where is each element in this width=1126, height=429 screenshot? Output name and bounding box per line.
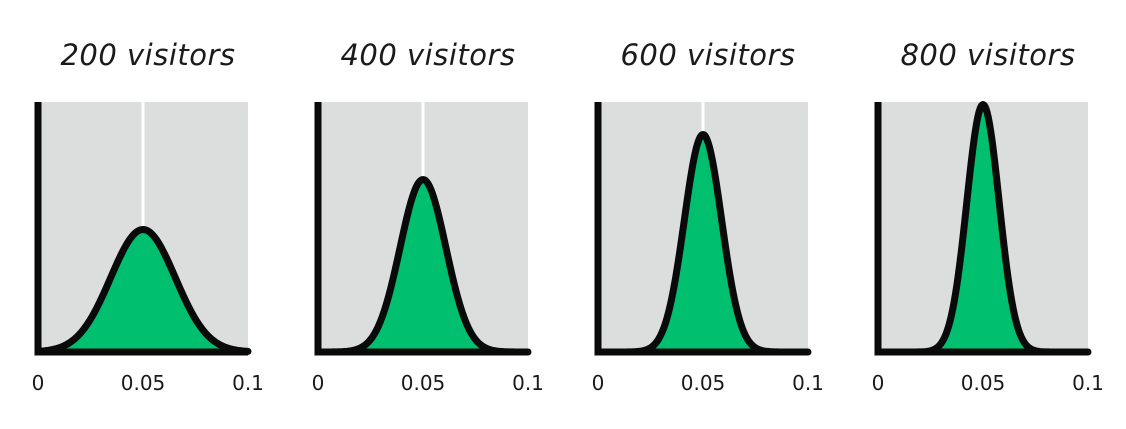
density-area bbox=[878, 104, 1088, 352]
panel-title: 400 visitors bbox=[340, 38, 515, 72]
x-tick-label: 0.1 bbox=[512, 371, 544, 395]
panel-title: 200 visitors bbox=[60, 38, 235, 72]
x-tick-label: 0 bbox=[872, 371, 885, 395]
x-tick-label: 0.05 bbox=[681, 371, 726, 395]
density-curve bbox=[34, 226, 252, 355]
panel-1: 200 visitors 0 0.05 0.1 bbox=[32, 38, 264, 395]
panel-3: 600 visitors 0 0.05 0.1 bbox=[592, 38, 824, 395]
x-tick-label: 0.1 bbox=[792, 371, 824, 395]
panel-2: 400 visitors 0 0.05 0.1 bbox=[312, 38, 544, 395]
x-tick-label: 0.05 bbox=[121, 371, 166, 395]
panel-title: 600 visitors bbox=[620, 38, 795, 72]
panel-title: 800 visitors bbox=[900, 38, 1075, 72]
density-area bbox=[318, 179, 528, 352]
x-tick-label: 0.1 bbox=[232, 371, 264, 395]
x-tick-label: 0 bbox=[592, 371, 605, 395]
x-tick-label: 0.1 bbox=[1072, 371, 1104, 395]
x-tick-label: 0.05 bbox=[961, 371, 1006, 395]
panel-4: 800 visitors 0 0.05 0.1 bbox=[872, 38, 1104, 395]
x-tick-label: 0 bbox=[32, 371, 45, 395]
density-area bbox=[598, 134, 808, 352]
x-tick-label: 0.05 bbox=[401, 371, 446, 395]
x-tick-label: 0 bbox=[312, 371, 325, 395]
